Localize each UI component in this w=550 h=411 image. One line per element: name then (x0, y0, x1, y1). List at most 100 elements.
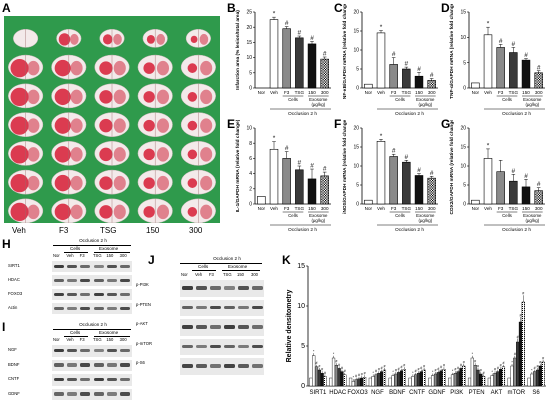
i-band (120, 392, 130, 396)
chart-c-nfkb: NF-κB/GAPDH mRNA (relative fold change) 0… (332, 4, 442, 117)
x-tick-label: Veh (377, 206, 385, 211)
significance-hash: # (454, 368, 456, 372)
bar-Veh (377, 141, 385, 204)
significance-hash: # (405, 61, 409, 68)
bar-pten-150 (479, 374, 482, 386)
i-band (54, 349, 64, 353)
infarct-lesion (103, 34, 112, 44)
i-band (94, 363, 104, 367)
x-tick-label: CNTF (409, 390, 425, 396)
bar-TSG (509, 53, 517, 88)
j-cells-line (192, 270, 216, 271)
cells-label: Cells (502, 213, 513, 218)
infarct-lesion (71, 118, 83, 132)
j-band (238, 306, 249, 310)
i-band (107, 363, 117, 367)
bar-s6-tsg (536, 370, 539, 386)
brain-group-labels: Veh F3 TSG 150 300 (4, 226, 220, 238)
significance-hash: # (483, 371, 485, 375)
y-tick-label: 5 (249, 70, 252, 76)
infarct-lesion (188, 150, 198, 160)
h-band (80, 279, 90, 283)
x-tick-label: NGF (371, 390, 384, 396)
h-lane-veh: Veh (66, 253, 73, 258)
y-tick-label: 15 (297, 263, 305, 270)
infarct-lesion (188, 92, 198, 102)
j-row-label: p-PI3K (136, 282, 149, 287)
significance-hash: # (415, 369, 417, 373)
significance-hash: # (316, 361, 318, 365)
bar-mtor-veh (511, 366, 514, 386)
significance-hash: # (430, 72, 434, 79)
i-band (94, 392, 104, 396)
h-band (54, 279, 64, 283)
h-band (120, 265, 130, 269)
bar-sirt1-tsg (318, 370, 321, 386)
i-band (120, 378, 130, 382)
significance-hash: # (285, 20, 289, 27)
significance-hash: # (324, 371, 326, 375)
h-band (80, 265, 90, 269)
y-tick-label: 20 (353, 10, 359, 16)
cells-label: Cells (395, 213, 406, 218)
i-row-label: GDNF (8, 391, 20, 396)
significance-hash: # (497, 366, 499, 370)
h-band (107, 265, 117, 269)
h-row-label: SIRT1 (8, 263, 20, 268)
infarct-lesion (27, 90, 39, 104)
bar-TSG (295, 38, 303, 88)
group-label-tsg: TSG (100, 226, 116, 235)
bar-s6-f3 (533, 372, 536, 386)
significance-hash: # (298, 30, 302, 37)
significance-star: * (472, 352, 474, 356)
exosome-unit: (μg/kg) (525, 102, 539, 107)
occlusion-label: Occlusion 2 h (502, 227, 531, 233)
bar-Veh (484, 158, 492, 204)
x-tick-label: GDNF (428, 390, 445, 396)
x-tick-label: Nor (472, 90, 480, 95)
j-exosome-label: Exosome (228, 264, 247, 269)
significance-hash: # (500, 364, 502, 368)
significance-hash: # (534, 366, 536, 370)
infarct-lesion (143, 177, 154, 189)
significance-hash: # (494, 368, 496, 372)
bar-Nor (364, 200, 372, 204)
infarct-lesion (143, 149, 154, 161)
significance-hash: # (378, 368, 380, 372)
i-band (94, 349, 104, 353)
bar-sirt1-150 (321, 373, 324, 386)
infarct-lesion (200, 118, 212, 132)
significance-hash: # (355, 374, 357, 378)
significance-star: * (380, 24, 383, 31)
j-band (252, 325, 263, 329)
infarct-lesion (143, 62, 154, 74)
i-row-label: NGF (8, 347, 17, 352)
infarct-lesion (11, 59, 29, 77)
panel-label-h: H (2, 237, 11, 251)
bar-s6-nor (528, 378, 531, 386)
j-band (196, 306, 207, 310)
x-tick-label: Veh (484, 206, 492, 211)
significance-hash: # (517, 335, 519, 339)
significance-hash: # (524, 173, 528, 180)
j-exosome-line (222, 270, 260, 271)
significance-hash: # (298, 160, 302, 167)
significance-hash: # (512, 41, 516, 48)
y-tick-label: 5 (356, 67, 359, 73)
h-band (120, 307, 130, 311)
bar-cntf-150 (420, 372, 423, 386)
chart-d-tnfa: TNF-α/GAPDH mRNA (relative fold change) 0… (439, 4, 549, 117)
group-label-150: 150 (146, 226, 159, 235)
group-label-f3: F3 (59, 226, 68, 235)
significance-hash: # (398, 367, 400, 371)
i-lane-150: 150 (106, 337, 113, 342)
significance-hash: # (310, 163, 314, 170)
bar-bdnf-tsg (397, 372, 400, 386)
x-tick-label: TSG (509, 206, 519, 211)
bar-150 (308, 44, 316, 88)
significance-hash: # (463, 360, 465, 364)
bar-sirt1-f3 (315, 367, 318, 386)
j-band (210, 364, 221, 368)
bar-sirt1-veh (312, 356, 315, 386)
x-tick-label: 150 (308, 206, 316, 211)
